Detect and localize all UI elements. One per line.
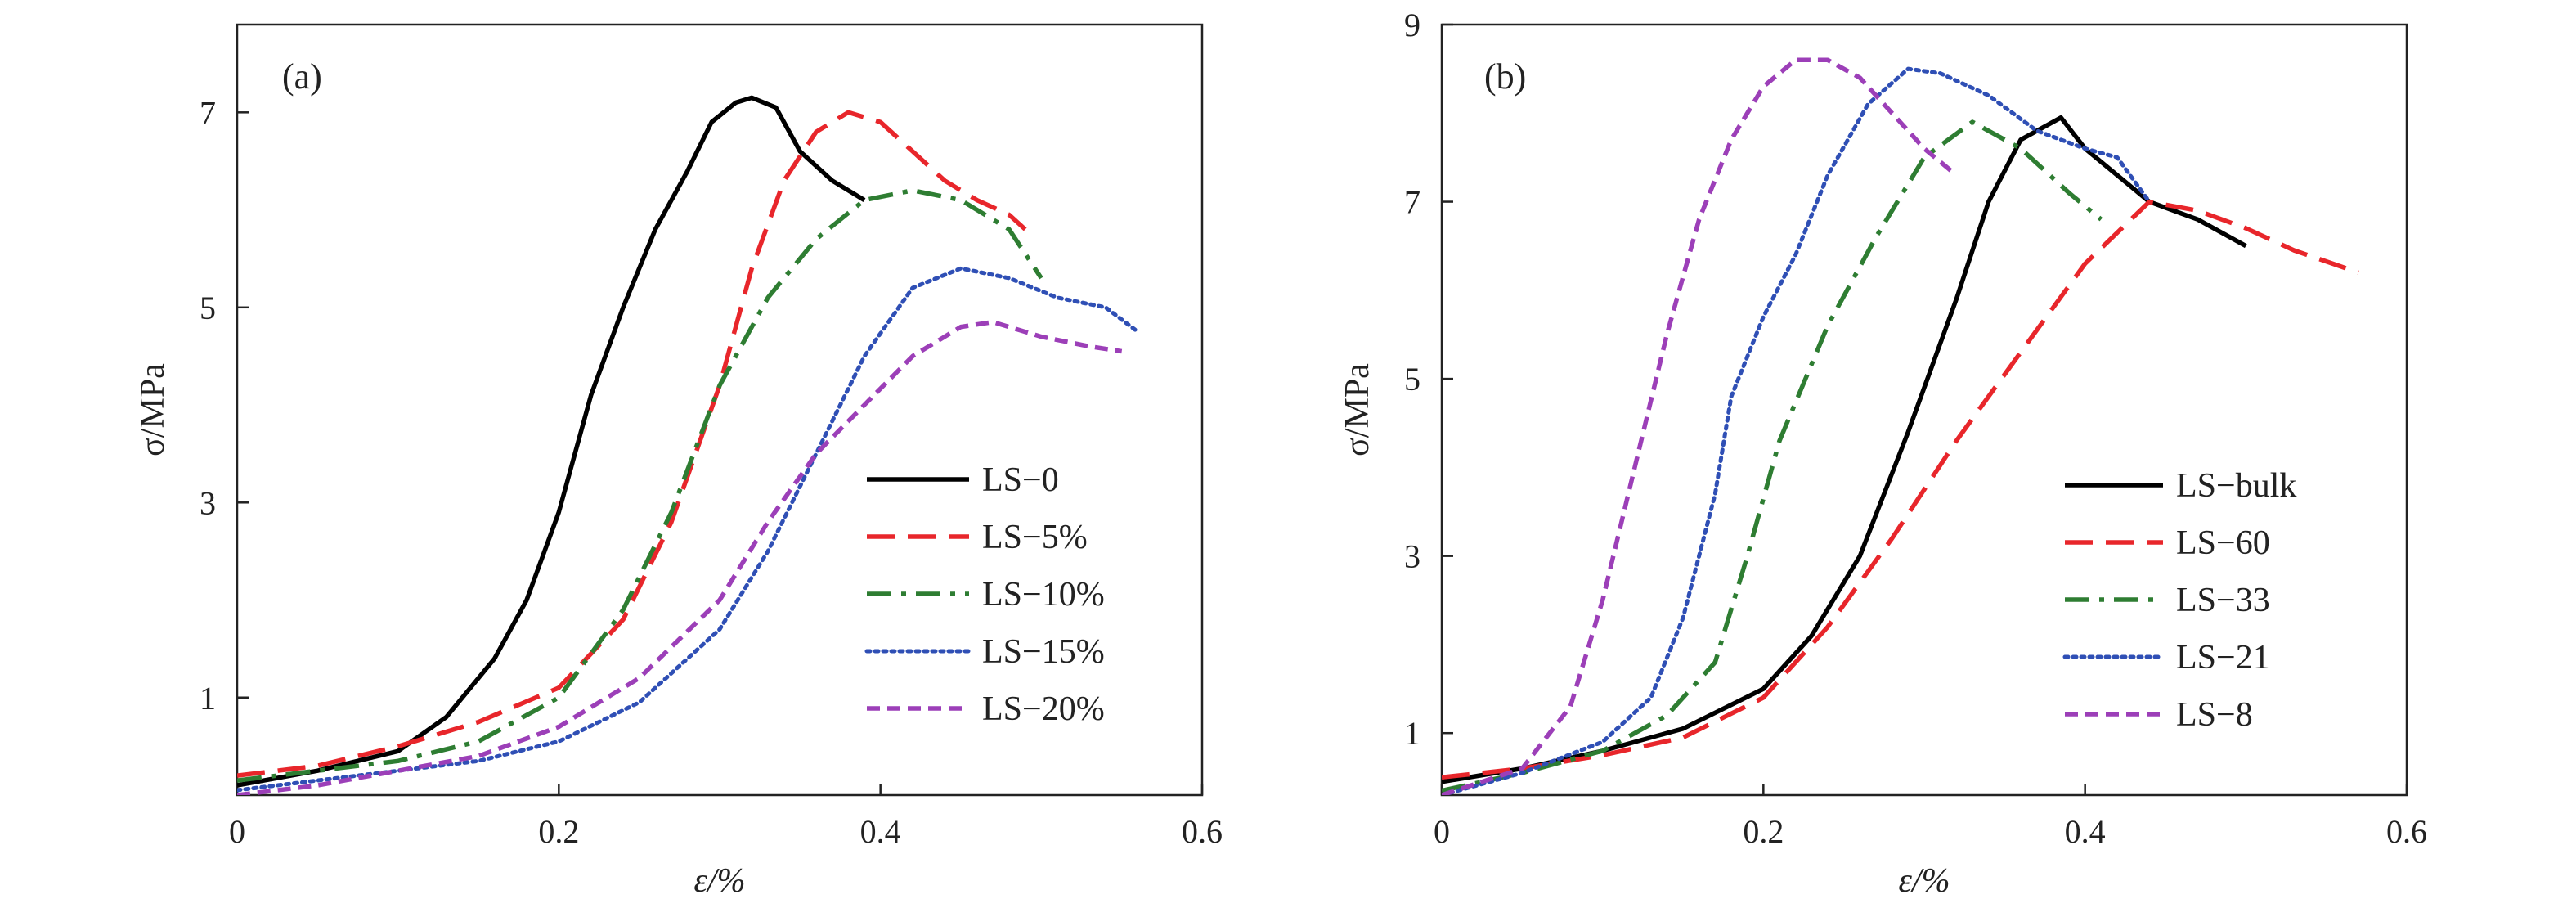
panel-b-xtick-label: 0.2	[1743, 813, 1784, 850]
panel-a-legend-label-2: LS−10%	[982, 576, 1105, 614]
panel-b-series-line-3	[1442, 66, 2152, 795]
panel-b-series-line-0	[1442, 115, 2247, 784]
panel-a-legend-label-1: LS−5%	[982, 519, 1088, 556]
panel-a-xtick-label: 0.2	[538, 813, 579, 850]
panel-b-ytick-label: 5	[1404, 361, 1420, 398]
panel-a-series-line-1	[237, 110, 1027, 778]
panel-b-xtick-label: 0.6	[2386, 813, 2427, 850]
panel-a-series-line-3	[237, 266, 1140, 793]
panel-a-legend-label-4: LS−20%	[982, 690, 1105, 728]
panel-a-legend-label-0: LS−0	[982, 461, 1059, 499]
panel-b-x-axis-label: ε/%	[1898, 862, 1950, 900]
panel-b-y-axis-label: σ/MPa	[1339, 363, 1376, 456]
panel-a-label: (a)	[282, 56, 322, 97]
panel-a-legend-label-3: LS−15%	[982, 633, 1105, 671]
panel-b-label: (b)	[1484, 56, 1526, 97]
panel-b-ytick-label: 3	[1404, 538, 1420, 575]
panel-a-xtick-label: 0	[229, 813, 245, 850]
panel-a-plot-frame	[236, 23, 1204, 797]
panel-b: 0 0.2 0.4 0.6 1 3 5 7 9 ε/% σ/MPa (b) LS−bulk LS−60 LS…	[1339, 7, 2427, 900]
panel-b-series-line-4	[1442, 57, 1959, 795]
panel-b-legend-label-1: LS−60	[2176, 524, 2270, 562]
panel-a-ytick-label: 5	[200, 290, 216, 326]
panel-b-plot-frame	[1440, 23, 2408, 797]
panel-a-x-axis-label: ε/%	[693, 862, 745, 900]
panel-a-series-line-4	[237, 319, 1123, 795]
panel-b-xtick-label: 0	[1434, 813, 1450, 850]
panel-a-y-axis-label: σ/MPa	[134, 363, 172, 456]
panel-a-xtick-label: 0.4	[860, 813, 901, 850]
panel-b-legend-label-4: LS−8	[2176, 696, 2253, 734]
panel-a-series-line-0	[237, 95, 866, 788]
panel-b-ytick-label: 7	[1404, 184, 1420, 221]
panel-a-series-line-2	[237, 187, 1043, 783]
panel-a-ytick-label: 7	[200, 94, 216, 131]
panel-b-xtick-label: 0.4	[2065, 813, 2106, 850]
panel-b-series-line-1	[1442, 199, 2359, 780]
panel-a-ytick-label: 1	[200, 680, 216, 717]
panel-a-ytick-label: 3	[200, 484, 216, 521]
panel-b-ytick-label: 9	[1404, 7, 1420, 43]
panel-b-legend-label-0: LS−bulk	[2176, 467, 2296, 505]
panel-a: 0 0.2 0.4 0.6 1 3 5 7 ε/% σ/MPa (a) LS−0 LS−5% LS−10%…	[134, 23, 1223, 900]
panel-b-legend-label-2: LS−33	[2176, 582, 2270, 619]
panel-b-ytick-label: 1	[1404, 715, 1420, 752]
panel-a-xtick-label: 0.6	[1182, 813, 1223, 850]
panel-b-legend-label-3: LS−21	[2176, 639, 2270, 677]
panel-b-series-line-2	[1442, 119, 2103, 793]
